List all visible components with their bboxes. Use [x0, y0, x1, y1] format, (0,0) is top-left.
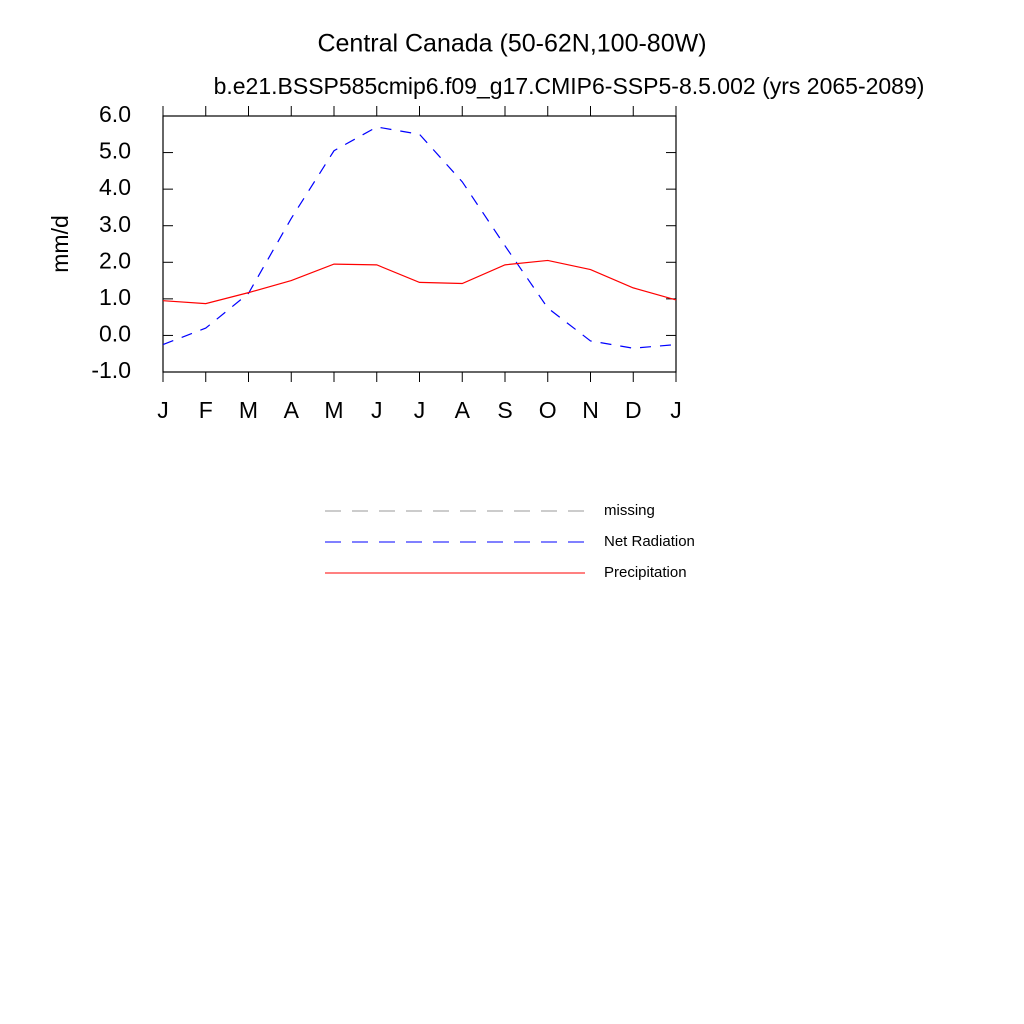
x-tick-label: S: [497, 397, 512, 423]
x-tick-label: J: [371, 397, 383, 423]
legend-label: missing: [604, 502, 655, 519]
y-tick-label: 5.0: [99, 138, 131, 164]
x-tick-label: A: [455, 397, 471, 423]
x-tick-label: O: [539, 397, 557, 423]
x-tick-label: J: [414, 397, 426, 423]
x-tick-label: J: [670, 397, 682, 423]
y-axis-label: mm/d: [47, 215, 73, 273]
y-tick-label: 3.0: [99, 211, 131, 237]
data-line: [162, 126, 677, 349]
y-tick-label: 4.0: [99, 174, 131, 200]
legend-label: Precipitation: [604, 564, 687, 581]
chart-title: Central Canada (50-62N,100-80W): [317, 30, 706, 58]
legend-label: Net Radiation: [604, 533, 695, 550]
plot-frame: [162, 115, 677, 373]
chart-subtitle: b.e21.BSSP585cmip6.f09_g17.CMIP6-SSP5-8.…: [214, 73, 925, 99]
x-tick-label: M: [239, 397, 258, 423]
y-tick-label: 2.0: [99, 247, 131, 273]
x-tick-label: F: [199, 397, 213, 423]
y-tick-label: -1.0: [91, 357, 131, 383]
x-tick-label: D: [625, 397, 642, 423]
x-tick-label: M: [324, 397, 343, 423]
data-line: [162, 259, 677, 305]
y-tick-label: 0.0: [99, 321, 131, 347]
x-tick-label: N: [582, 397, 599, 423]
x-tick-label: J: [157, 397, 169, 423]
y-tick-label: 6.0: [99, 101, 131, 127]
x-tick-label: A: [284, 397, 300, 423]
y-tick-label: 1.0: [99, 284, 131, 310]
